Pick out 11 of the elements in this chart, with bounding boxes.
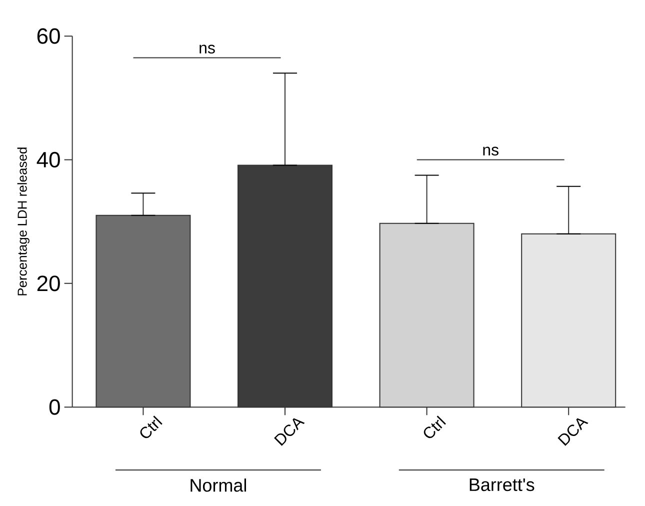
y-tick-label: 0 <box>49 399 60 415</box>
x-tick-label: Ctrl <box>424 416 446 438</box>
annotation: ns <box>483 146 498 156</box>
y-tick-label: 60 <box>37 28 60 44</box>
text: Normal <box>190 478 246 492</box>
y-tick-label: 40 <box>36 152 60 168</box>
y-axis-title: Percentage LDH released <box>17 148 30 296</box>
y-tick-label: 20 <box>37 276 60 292</box>
text: Barrett's <box>470 478 534 492</box>
x-tick-label: Ctrl <box>140 416 162 438</box>
annotation: ns <box>200 44 215 54</box>
